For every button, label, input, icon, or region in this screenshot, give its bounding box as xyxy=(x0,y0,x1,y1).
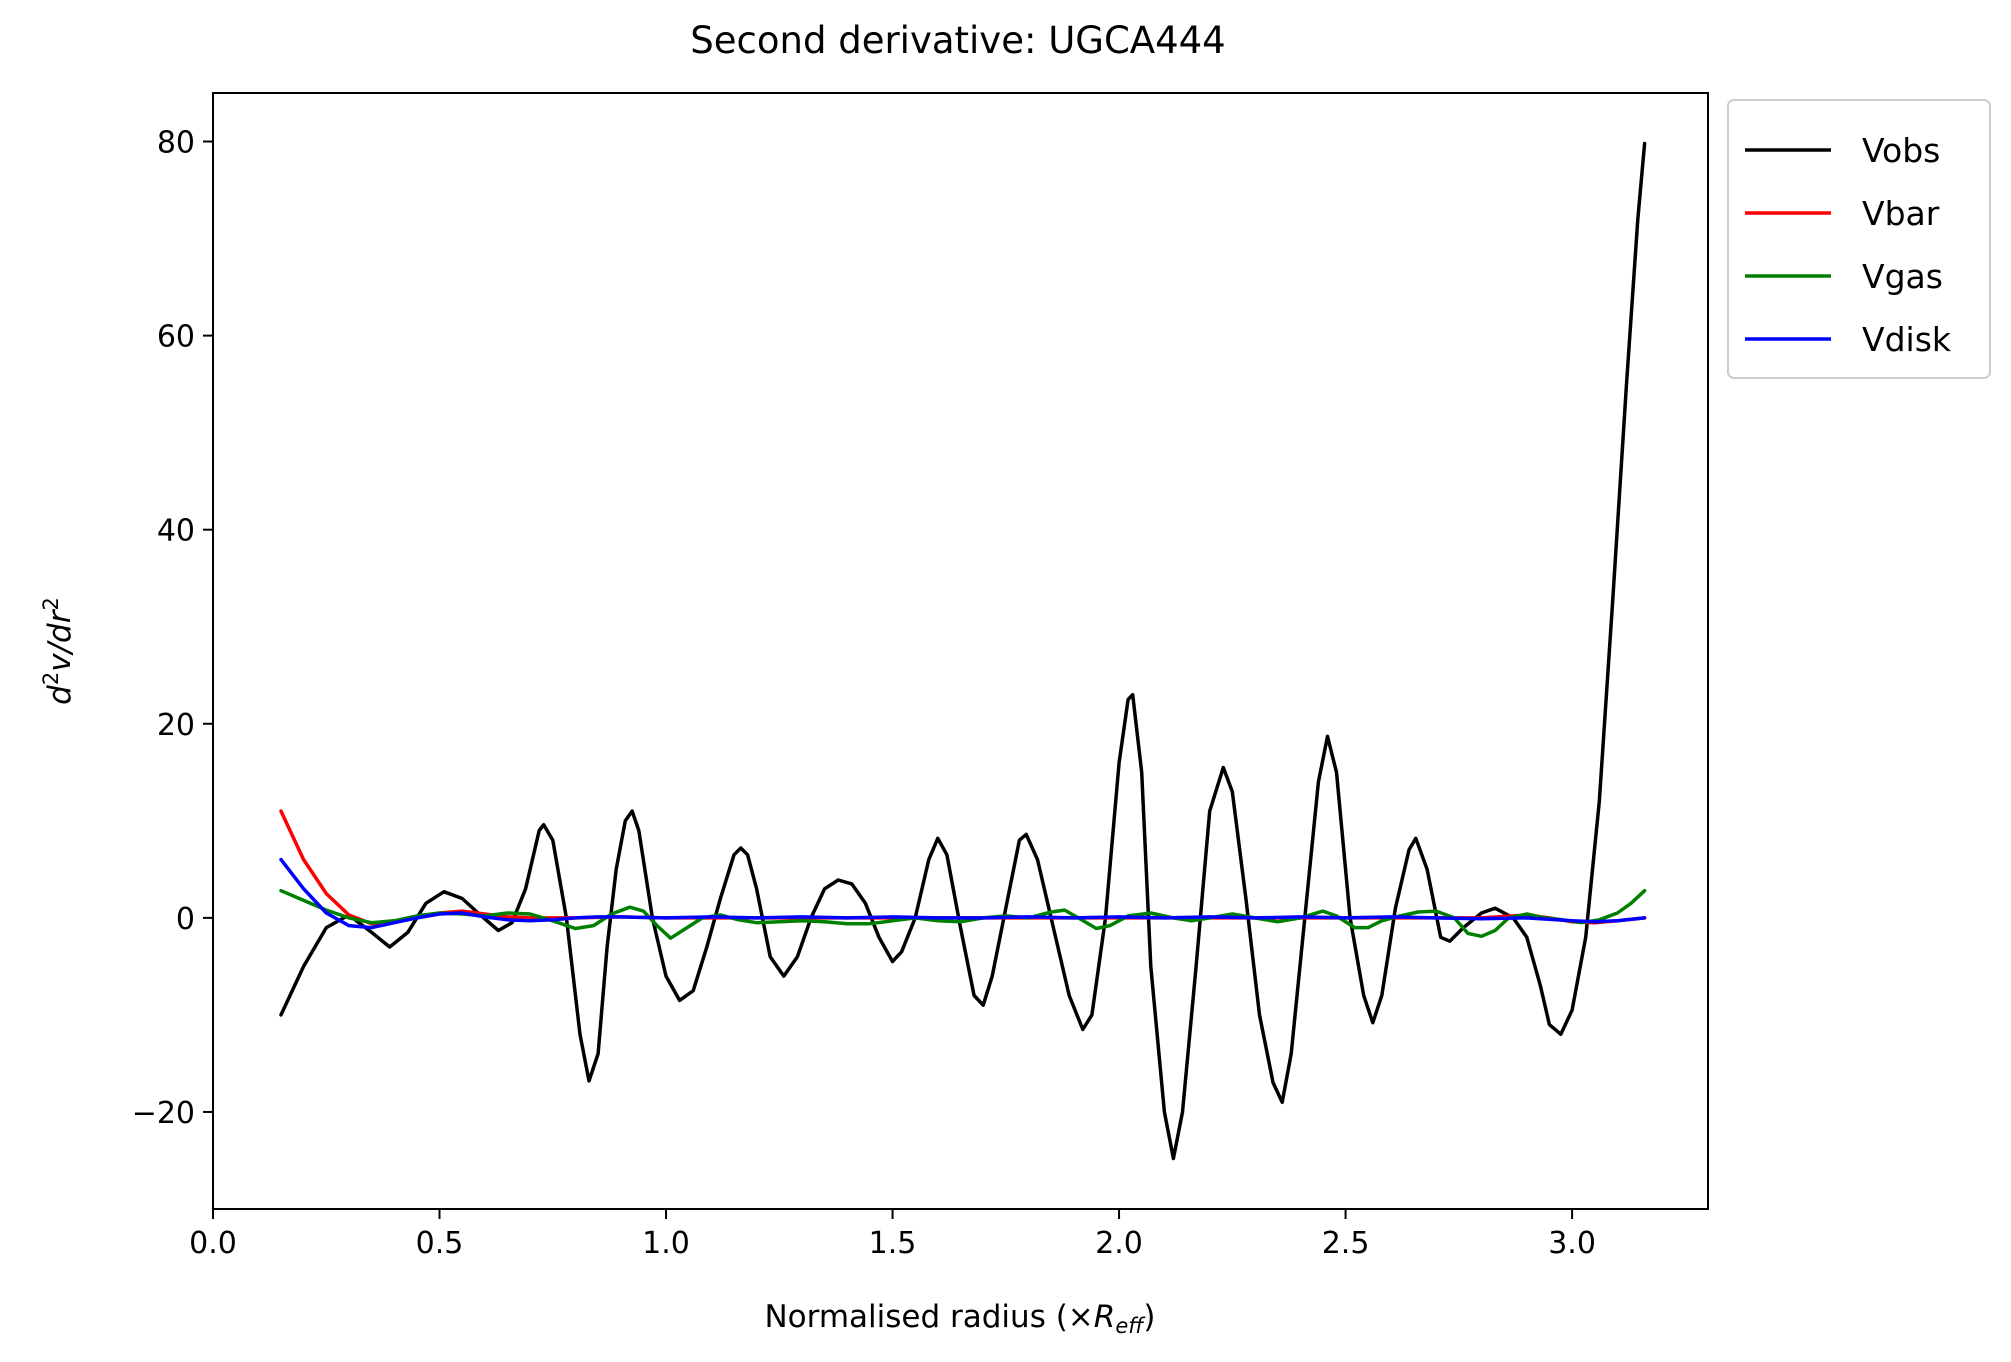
legend-label-vgas: Vgas xyxy=(1862,257,1943,296)
x-tick-label: 1.0 xyxy=(642,1226,690,1261)
x-tick-label: 0.5 xyxy=(416,1226,464,1261)
legend-box xyxy=(1727,99,1991,379)
x-axis: 0.0 0.5 1.0 1.5 2.0 2.5 3.0 xyxy=(189,1209,1596,1261)
x-axis-label-sub: eff xyxy=(1115,1314,1146,1338)
series-group xyxy=(279,141,1647,1161)
x-axis-label-main: Normalised radius (× xyxy=(764,1299,1093,1335)
x-tick-label: 2.0 xyxy=(1095,1226,1143,1261)
chart-title: Second derivative: UGCA444 xyxy=(690,19,1225,62)
legend-label-vdisk: Vdisk xyxy=(1862,320,1952,359)
y-tick-label: 0 xyxy=(176,902,195,937)
y-tick-label: 60 xyxy=(157,320,195,355)
series-line-vobs xyxy=(279,141,1647,1161)
plot-area xyxy=(212,92,1709,1210)
x-tick-label: 3.0 xyxy=(1548,1226,1596,1261)
legend: Vobs Vbar Vgas Vdisk xyxy=(1727,99,1991,379)
series-line-vdisk xyxy=(279,857,1647,930)
legend-label-vobs: Vobs xyxy=(1862,131,1940,170)
axes-frame xyxy=(212,92,1709,1210)
x-axis-label: Normalised radius (×Reff) xyxy=(764,1299,1155,1338)
y-tick-label: −20 xyxy=(132,1096,195,1131)
y-axis-label-sup2: 2 xyxy=(39,597,63,610)
y-axis-label-d: d xyxy=(42,685,78,705)
x-axis-label-close: ) xyxy=(1143,1299,1155,1335)
x-tick-label: 1.5 xyxy=(869,1226,917,1261)
y-axis-label-mid: v/dr xyxy=(42,608,78,671)
y-tick-label: 40 xyxy=(157,514,195,549)
legend-label-vbar: Vbar xyxy=(1862,194,1940,233)
y-tick-label: 80 xyxy=(157,126,195,161)
y-axis-label: d2v/dr2 xyxy=(39,597,78,705)
x-tick-label: 2.5 xyxy=(1322,1226,1370,1261)
y-axis-label-sup1: 2 xyxy=(39,672,63,685)
y-axis: −20 0 20 40 60 80 xyxy=(132,126,213,1131)
x-tick-label: 0.0 xyxy=(189,1226,237,1261)
x-axis-label-var: R xyxy=(1094,1299,1116,1335)
y-tick-label: 20 xyxy=(157,708,195,743)
